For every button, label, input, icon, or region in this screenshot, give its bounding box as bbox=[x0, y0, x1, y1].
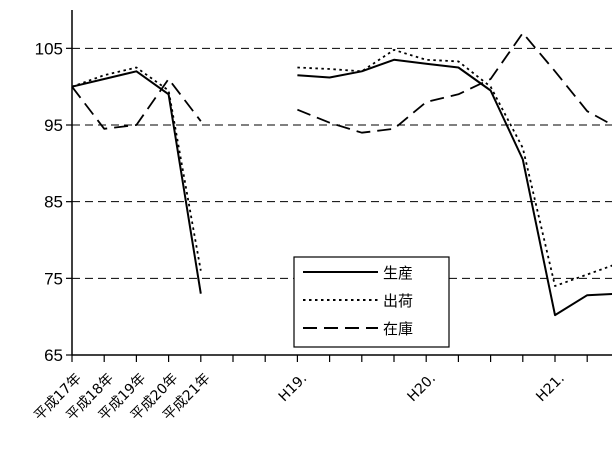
x-month-label: H19. bbox=[276, 371, 311, 406]
y-tick-label-95: 95 bbox=[44, 116, 63, 135]
legend-label-3: 在庫 bbox=[383, 320, 413, 338]
y-tick-label-85: 85 bbox=[44, 193, 63, 212]
legend-label-1: 生産 bbox=[383, 264, 413, 282]
series-line-2-monthly bbox=[297, 49, 612, 287]
legend-box bbox=[293, 256, 450, 348]
series-line-1-annual bbox=[71, 70, 202, 294]
y-tick-label-105: 105 bbox=[35, 39, 63, 58]
y-tick-labels: 65 75 85 95 105 bbox=[35, 39, 63, 365]
series-lines bbox=[71, 32, 612, 317]
series-line-3-annual bbox=[71, 78, 202, 130]
x-month-label: H20. bbox=[405, 371, 440, 406]
grid-lines bbox=[72, 47, 612, 279]
series-line-1-monthly bbox=[297, 58, 612, 317]
y-tick-label-65: 65 bbox=[44, 346, 63, 365]
series-line-2-annual bbox=[71, 66, 202, 271]
x-month-label: H21. bbox=[533, 371, 568, 406]
series-line-3-monthly bbox=[297, 32, 612, 134]
axes bbox=[66, 10, 612, 362]
legend-label-2: 出荷 bbox=[383, 292, 413, 310]
y-tick-label-75: 75 bbox=[44, 269, 63, 288]
